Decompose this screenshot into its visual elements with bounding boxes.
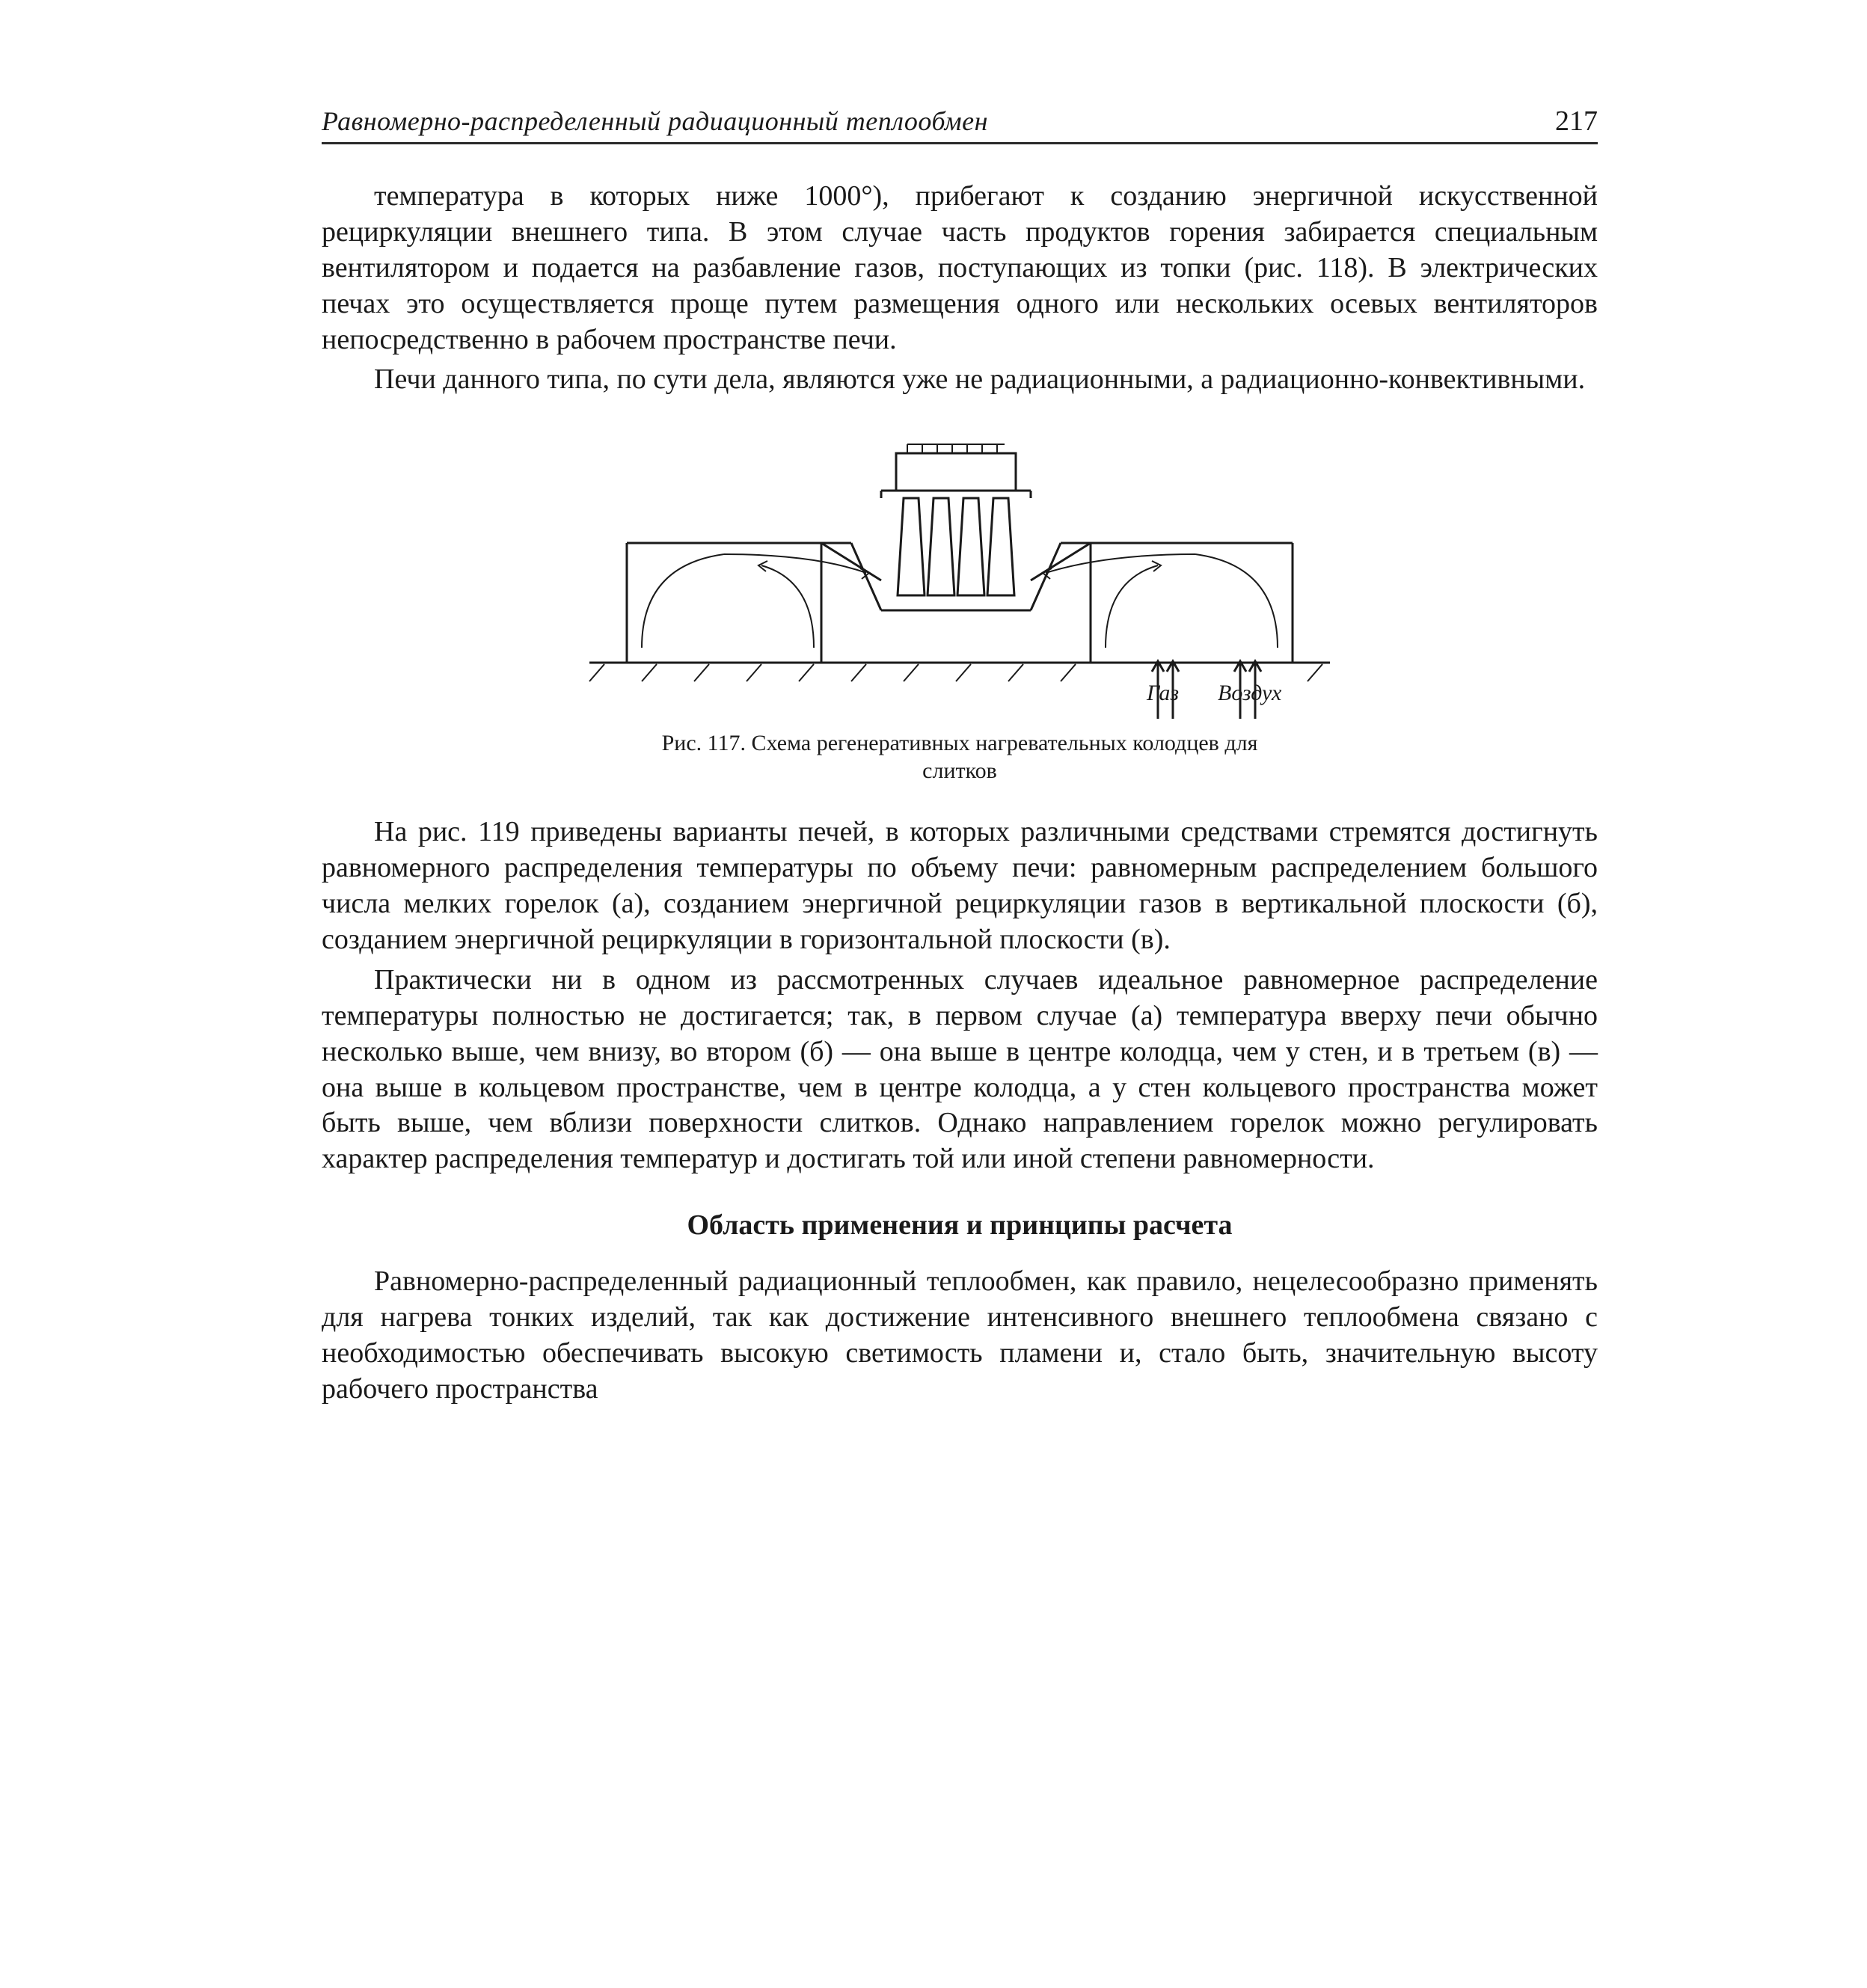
figure-117: Газ Воздух Рис. 117. Схема регенеративны… — [322, 423, 1598, 785]
section-heading: Область применения и принципы расчета — [322, 1209, 1598, 1242]
figure-label-air: Воздух — [1218, 681, 1282, 705]
figure-label-gas: Газ — [1146, 681, 1179, 705]
figure-caption: Рис. 117. Схема регенеративных нагревате… — [653, 730, 1266, 785]
paragraph-2: Печи данного типа, по сути дела, являютс… — [322, 362, 1598, 398]
page-number: 217 — [1555, 105, 1598, 138]
page: Равномерно-распределенный радиационный т… — [0, 0, 1867, 1988]
paragraph-4: Практически ни в одном из рассмотренных … — [322, 963, 1598, 1177]
paragraph-1: температура в которых ниже 1000°), прибе… — [322, 179, 1598, 358]
figure-diagram: Газ Воздух — [567, 423, 1352, 723]
paragraph-3: На рис. 119 приведены варианты печей, в … — [322, 814, 1598, 958]
running-head: Равномерно-распределенный радиационный т… — [322, 105, 1598, 144]
running-title: Равномерно-распределенный радиационный т… — [322, 105, 988, 137]
paragraph-5: Равномерно-распределенный радиационный т… — [322, 1264, 1598, 1408]
